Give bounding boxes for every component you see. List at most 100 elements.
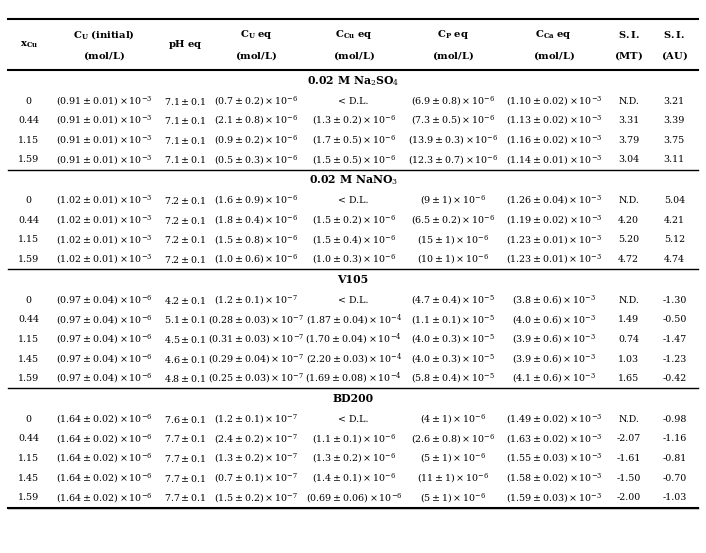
Text: $(0.97 \pm 0.04)\times10^{-6}$: $(0.97 \pm 0.04)\times10^{-6}$ (56, 372, 152, 385)
Text: -0.50: -0.50 (662, 315, 686, 324)
Text: $(0.5 \pm 0.3)\times10^{-6}$: $(0.5 \pm 0.3)\times10^{-6}$ (214, 153, 299, 166)
Text: $(4.0 \pm 0.3)\times10^{-5}$: $(4.0 \pm 0.3)\times10^{-5}$ (412, 333, 496, 346)
Text: -1.03: -1.03 (662, 493, 686, 502)
Text: 5.04: 5.04 (664, 196, 685, 205)
Text: $7.6 \pm 0.1$: $7.6 \pm 0.1$ (164, 414, 206, 425)
Text: $4.8 \pm 0.1$: $4.8 \pm 0.1$ (164, 373, 206, 384)
Text: $(4 \pm 1)\times10^{-6}$: $(4 \pm 1)\times10^{-6}$ (420, 413, 486, 426)
Text: 1.59: 1.59 (18, 255, 40, 264)
Text: -2.00: -2.00 (616, 493, 641, 502)
Text: $(1.5 \pm 0.2)\times10^{-6}$: $(1.5 \pm 0.2)\times10^{-6}$ (311, 213, 396, 227)
Text: N.D.: N.D. (618, 196, 639, 205)
Text: -1.30: -1.30 (662, 296, 686, 305)
Text: 5.12: 5.12 (664, 236, 685, 244)
Text: $\mathbf{(AU)}$: $\mathbf{(AU)}$ (661, 50, 688, 62)
Text: $\mathbf{(mol/L)}$: $\mathbf{(mol/L)}$ (333, 50, 375, 62)
Text: $(1.64 \pm 0.02)\times10^{-6}$: $(1.64 \pm 0.02)\times10^{-6}$ (56, 413, 152, 426)
Text: $7.2 \pm 0.1$: $7.2 \pm 0.1$ (164, 215, 206, 226)
Text: $(0.97 \pm 0.04)\times10^{-6}$: $(0.97 \pm 0.04)\times10^{-6}$ (56, 333, 152, 346)
Text: $\mathbf{C_U}$ $\mathbf{(initial)}$: $\mathbf{C_U}$ $\mathbf{(initial)}$ (73, 28, 136, 41)
Text: $(0.7 \pm 0.2)\times10^{-6}$: $(0.7 \pm 0.2)\times10^{-6}$ (215, 95, 299, 108)
Text: $\mathbf{(MT)}$: $\mathbf{(MT)}$ (614, 50, 643, 62)
Text: $\mathbf{C_{Cu}}$ $\mathbf{eq}$: $\mathbf{C_{Cu}}$ $\mathbf{eq}$ (335, 28, 372, 41)
Text: $\mathbf{(mol/L)}$: $\mathbf{(mol/L)}$ (532, 50, 575, 62)
Text: $(6.5 \pm 0.2)\times10^{-6}$: $(6.5 \pm 0.2)\times10^{-6}$ (412, 213, 496, 227)
Text: 4.20: 4.20 (618, 216, 639, 225)
Text: $\mathbf{C_U}$ $\mathbf{eq}$: $\mathbf{C_U}$ $\mathbf{eq}$ (240, 28, 273, 41)
Text: $4.2 \pm 0.1$: $4.2 \pm 0.1$ (164, 295, 206, 306)
Text: $(1.64 \pm 0.02)\times10^{-6}$: $(1.64 \pm 0.02)\times10^{-6}$ (56, 452, 152, 465)
Text: $(0.29 \pm 0.04)\times10^{-7}$: $(0.29 \pm 0.04)\times10^{-7}$ (208, 352, 304, 366)
Text: 1.45: 1.45 (18, 474, 40, 483)
Text: $(0.97 \pm 0.04)\times10^{-6}$: $(0.97 \pm 0.04)\times10^{-6}$ (56, 294, 152, 307)
Text: $7.2 \pm 0.1$: $7.2 \pm 0.1$ (164, 254, 206, 265)
Text: 1.15: 1.15 (18, 335, 40, 344)
Text: $(11 \pm 1)\times10^{-6}$: $(11 \pm 1)\times10^{-6}$ (417, 472, 489, 485)
Text: -1.50: -1.50 (616, 474, 641, 483)
Text: $5.1 \pm 0.1$: $5.1 \pm 0.1$ (164, 314, 206, 325)
Text: $4.5 \pm 0.1$: $4.5 \pm 0.1$ (164, 334, 206, 345)
Text: $(1.69\pm0.08)\times10^{-4}$: $(1.69\pm0.08)\times10^{-4}$ (306, 371, 402, 387)
Text: $4.6 \pm 0.1$: $4.6 \pm 0.1$ (164, 353, 206, 364)
Text: 0: 0 (25, 415, 32, 424)
Text: $(13.9 \pm 0.3)\times10^{-6}$: $(13.9 \pm 0.3)\times10^{-6}$ (408, 134, 498, 147)
Text: $(1.02\pm0.01)\times10^{-3}$: $(1.02\pm0.01)\times10^{-3}$ (56, 233, 152, 247)
Text: $7.1 \pm 0.1$: $7.1 \pm 0.1$ (164, 135, 206, 146)
Text: 3.11: 3.11 (664, 155, 685, 164)
Text: < D.L.: < D.L. (338, 196, 369, 205)
Text: N.D.: N.D. (618, 296, 639, 305)
Text: 0.44: 0.44 (18, 435, 40, 444)
Text: 1.59: 1.59 (18, 493, 40, 502)
Text: $(1.0 \pm 0.6)\times10^{-6}$: $(1.0 \pm 0.6)\times10^{-6}$ (214, 253, 299, 266)
Text: $(1.16 \pm 0.02)\times10^{-3}$: $(1.16 \pm 0.02)\times10^{-3}$ (505, 134, 602, 147)
Text: $(1.49 \pm 0.02)\times10^{-3}$: $(1.49 \pm 0.02)\times10^{-3}$ (505, 413, 602, 426)
Text: $(4.0 \pm 0.6)\times10^{-3}$: $(4.0 \pm 0.6)\times10^{-3}$ (512, 313, 596, 326)
Text: 3.31: 3.31 (618, 116, 639, 125)
Text: $(1.5 \pm 0.5)\times10^{-6}$: $(1.5 \pm 0.5)\times10^{-6}$ (311, 153, 396, 166)
Text: $(1.0 \pm 0.3)\times10^{-6}$: $(1.0 \pm 0.3)\times10^{-6}$ (311, 253, 396, 266)
Text: 0: 0 (25, 196, 32, 205)
Text: $\mathbf{C_P}$ $\mathbf{eq}$: $\mathbf{C_P}$ $\mathbf{eq}$ (438, 28, 469, 41)
Text: 3.79: 3.79 (618, 136, 639, 145)
Text: $(3.9 \pm 0.6)\times10^{-3}$: $(3.9 \pm 0.6)\times10^{-3}$ (512, 333, 596, 346)
Text: 4.74: 4.74 (664, 255, 685, 264)
Text: $(9 \pm 1)\times10^{-6}$: $(9 \pm 1)\times10^{-6}$ (420, 194, 486, 207)
Text: $(2.4 \pm 0.2)\times10^{-7}$: $(2.4 \pm 0.2)\times10^{-7}$ (215, 432, 299, 446)
Text: BD200: BD200 (333, 394, 373, 404)
Text: $(0.91 \pm 0.01)\times10^{-3}$: $(0.91 \pm 0.01)\times10^{-3}$ (56, 153, 152, 166)
Text: $(0.97 \pm 0.04)\times10^{-6}$: $(0.97 \pm 0.04)\times10^{-6}$ (56, 352, 152, 366)
Text: $(15 \pm 1)\times10^{-6}$: $(15 \pm 1)\times10^{-6}$ (417, 233, 489, 247)
Text: $7.7 \pm 0.1$: $7.7 \pm 0.1$ (164, 434, 206, 445)
Text: $(10 \pm 1)\times10^{-6}$: $(10 \pm 1)\times10^{-6}$ (417, 253, 489, 266)
Text: $(1.23 \pm 0.01)\times10^{-3}$: $(1.23 \pm 0.01)\times10^{-3}$ (505, 253, 602, 266)
Text: N.D.: N.D. (618, 415, 639, 424)
Text: $(6.9 \pm 0.8)\times10^{-6}$: $(6.9 \pm 0.8)\times10^{-6}$ (412, 95, 496, 108)
Text: 1.59: 1.59 (18, 374, 40, 383)
Text: $7.1 \pm 0.1$: $7.1 \pm 0.1$ (164, 115, 206, 126)
Text: $7.7 \pm 0.1$: $7.7 \pm 0.1$ (164, 492, 206, 503)
Text: $(0.97 \pm 0.04)\times10^{-6}$: $(0.97 \pm 0.04)\times10^{-6}$ (56, 313, 152, 326)
Text: 1.15: 1.15 (18, 136, 40, 145)
Text: $(1.5 \pm 0.8)\times10^{-6}$: $(1.5 \pm 0.8)\times10^{-6}$ (215, 233, 299, 247)
Text: $(5 \pm 1)\times10^{-6}$: $(5 \pm 1)\times10^{-6}$ (420, 452, 486, 465)
Text: $(1.19 \pm 0.02)\times10^{-3}$: $(1.19 \pm 0.02)\times10^{-3}$ (505, 213, 602, 227)
Text: $(0.9 \pm 0.2)\times10^{-6}$: $(0.9 \pm 0.2)\times10^{-6}$ (215, 134, 299, 147)
Text: $(0.91 \pm 0.01)\times10^{-3}$: $(0.91 \pm 0.01)\times10^{-3}$ (56, 95, 152, 108)
Text: -0.42: -0.42 (662, 374, 686, 383)
Text: 0.02 M NaNO$_3$: 0.02 M NaNO$_3$ (309, 174, 397, 187)
Text: $(1.2 \pm 0.1)\times10^{-7}$: $(1.2 \pm 0.1)\times10^{-7}$ (215, 413, 299, 426)
Text: $(2.20\pm0.03)\times10^{-4}$: $(2.20\pm0.03)\times10^{-4}$ (306, 351, 402, 367)
Text: $(4.7 \pm 0.4)\times10^{-5}$: $(4.7 \pm 0.4)\times10^{-5}$ (412, 294, 496, 307)
Text: $\mathbf{(mol/L)}$: $\mathbf{(mol/L)}$ (235, 50, 277, 62)
Text: 4.21: 4.21 (664, 216, 685, 225)
Text: $(1.70\pm0.04)\times10^{-4}$: $(1.70\pm0.04)\times10^{-4}$ (306, 332, 402, 347)
Text: $7.1 \pm 0.1$: $7.1 \pm 0.1$ (164, 154, 206, 165)
Text: $(1.8 \pm 0.4)\times10^{-6}$: $(1.8 \pm 0.4)\times10^{-6}$ (215, 213, 299, 227)
Text: N.D.: N.D. (618, 97, 639, 106)
Text: 0.74: 0.74 (618, 335, 639, 344)
Text: $7.2 \pm 0.1$: $7.2 \pm 0.1$ (164, 195, 206, 206)
Text: $(1.14 \pm 0.01)\times10^{-3}$: $(1.14 \pm 0.01)\times10^{-3}$ (505, 153, 602, 166)
Text: $(12.3 \pm 0.7)\times10^{-6}$: $(12.3 \pm 0.7)\times10^{-6}$ (408, 153, 498, 166)
Text: $(0.7 \pm 0.1)\times10^{-7}$: $(0.7 \pm 0.1)\times10^{-7}$ (215, 472, 299, 485)
Text: $\mathbf{C_{Ca}}$ $\mathbf{eq}$: $\mathbf{C_{Ca}}$ $\mathbf{eq}$ (535, 28, 572, 41)
